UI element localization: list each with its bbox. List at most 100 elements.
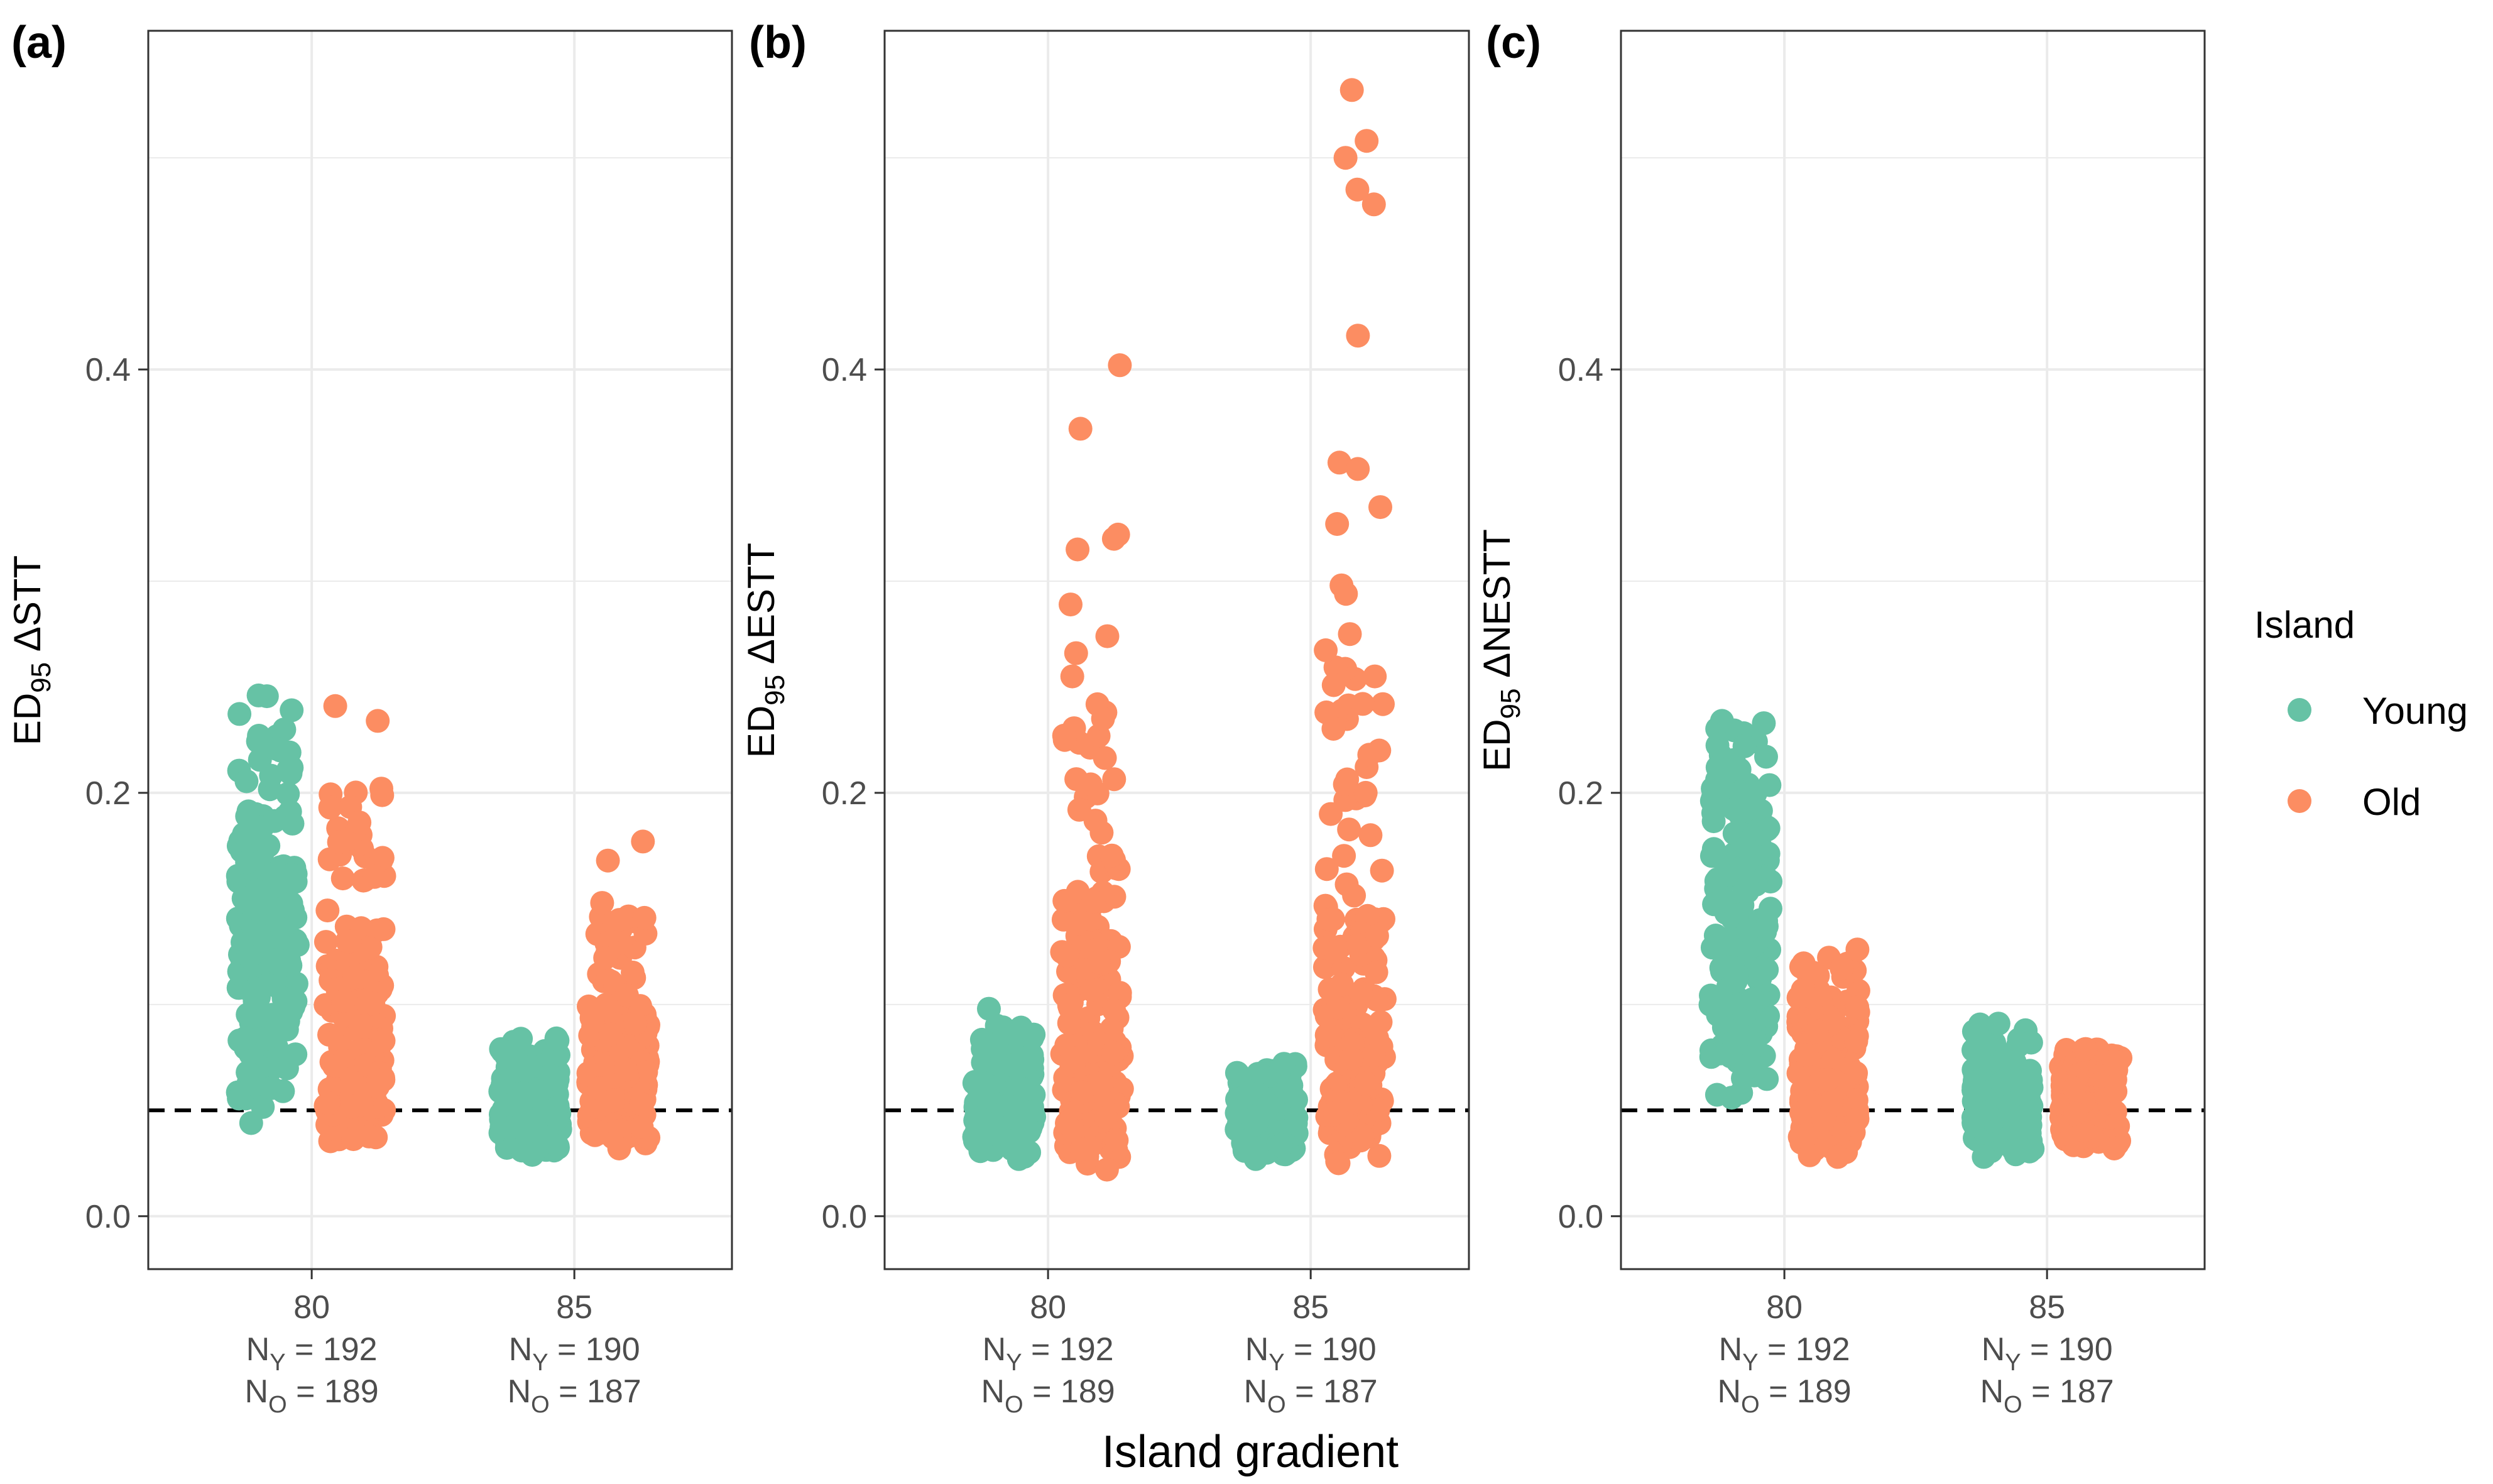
data-point-old bbox=[2103, 1053, 2127, 1077]
data-point-old bbox=[1064, 641, 1088, 665]
data-point-young bbox=[1972, 1145, 1996, 1169]
data-point-young bbox=[1225, 1061, 1249, 1085]
data-point-old bbox=[1333, 146, 1358, 170]
data-point-old bbox=[1094, 1157, 1119, 1182]
data-point-old bbox=[1086, 950, 1111, 974]
y-axis-label-b: ED95 ΔESTT bbox=[740, 543, 790, 758]
data-point-young bbox=[237, 945, 261, 969]
data-point-old bbox=[1332, 844, 1356, 868]
data-point-young bbox=[1705, 733, 1730, 758]
y-tick-label: 0.0 bbox=[822, 1199, 867, 1235]
y-tick-label: 0.2 bbox=[822, 775, 867, 812]
y-tick-label: 0.2 bbox=[85, 775, 131, 812]
data-point-young bbox=[1257, 1093, 1281, 1117]
data-point-young bbox=[1717, 1041, 1742, 1066]
data-point-old bbox=[1367, 1143, 1392, 1168]
data-point-young bbox=[1000, 1053, 1025, 1078]
data-point-young bbox=[244, 878, 269, 903]
data-point-old bbox=[1101, 1040, 1125, 1065]
data-point-old bbox=[1351, 692, 1375, 716]
data-point-old bbox=[1314, 700, 1339, 724]
data-point-young bbox=[991, 1016, 1015, 1040]
data-point-old bbox=[1845, 1107, 1870, 1132]
data-point-young bbox=[974, 1123, 998, 1148]
data-point-young bbox=[509, 1027, 533, 1051]
data-point-young bbox=[1967, 1103, 1992, 1128]
data-point-old bbox=[1090, 1071, 1115, 1095]
data-point-old bbox=[330, 866, 355, 891]
data-point-old bbox=[318, 795, 342, 820]
data-point-old bbox=[357, 936, 381, 960]
data-point-old bbox=[1786, 1061, 1811, 1086]
data-point-young bbox=[236, 799, 261, 824]
data-point-old bbox=[1370, 858, 1394, 883]
data-point-old bbox=[593, 946, 618, 970]
data-point-old bbox=[1365, 924, 1389, 948]
data-point-old bbox=[1361, 192, 1386, 217]
data-point-young bbox=[541, 1044, 565, 1068]
y-axis-label-a: ED95 ΔSTT bbox=[6, 555, 57, 745]
x-tick-label: 85 bbox=[1292, 1289, 1329, 1326]
data-point-old bbox=[1787, 1125, 1812, 1149]
data-point-young bbox=[244, 897, 269, 921]
data-point-young bbox=[246, 683, 271, 707]
data-point-young bbox=[977, 996, 1001, 1021]
data-point-young bbox=[1732, 853, 1757, 877]
data-point-old bbox=[1337, 817, 1361, 842]
legend-swatch-old bbox=[2288, 789, 2311, 813]
data-point-young bbox=[1284, 1111, 1308, 1135]
data-point-old bbox=[1339, 78, 1364, 102]
sample-size-label-ny: NY = 190 bbox=[1982, 1331, 2113, 1376]
data-point-young bbox=[261, 1056, 285, 1080]
y-tick-label: 0.4 bbox=[822, 352, 867, 388]
data-point-young bbox=[1969, 1024, 1994, 1049]
data-point-old bbox=[1353, 1071, 1378, 1096]
data-point-young bbox=[259, 763, 283, 788]
data-point-young bbox=[1997, 1103, 2021, 1127]
data-point-old bbox=[1786, 986, 1811, 1010]
data-point-old bbox=[332, 989, 356, 1013]
data-point-old bbox=[601, 1088, 625, 1113]
data-point-old bbox=[370, 846, 395, 870]
data-point-old bbox=[1794, 1043, 1819, 1067]
data-point-old bbox=[1054, 944, 1079, 968]
data-point-old bbox=[1318, 907, 1343, 932]
data-point-old bbox=[1069, 1137, 1094, 1162]
sample-size-label-no: NO = 187 bbox=[1980, 1373, 2114, 1418]
data-point-young bbox=[500, 1092, 525, 1116]
data-point-old bbox=[1844, 1029, 1868, 1054]
data-point-young bbox=[279, 892, 303, 915]
data-point-young bbox=[1272, 1052, 1296, 1076]
data-point-young bbox=[1732, 734, 1757, 758]
data-point-young bbox=[1986, 1012, 2010, 1036]
data-point-old bbox=[1324, 939, 1348, 964]
data-point-old bbox=[371, 1067, 396, 1092]
data-point-young bbox=[1006, 1147, 1031, 1171]
y-tick-label: 0.4 bbox=[1558, 352, 1603, 388]
data-point-old bbox=[1101, 526, 1126, 551]
data-point-young bbox=[1735, 919, 1760, 943]
sample-size-label-no: NO = 189 bbox=[981, 1373, 1115, 1418]
data-point-old bbox=[1349, 981, 1373, 1005]
data-point-old bbox=[1811, 1108, 1836, 1132]
data-point-old bbox=[1052, 728, 1077, 752]
sample-size-label-ny: NY = 190 bbox=[509, 1331, 640, 1376]
data-point-old bbox=[2102, 1137, 2127, 1160]
sample-size-label-ny: NY = 190 bbox=[1245, 1331, 1377, 1376]
data-point-old bbox=[1105, 1128, 1129, 1152]
data-point-old bbox=[1095, 624, 1120, 648]
data-point-young bbox=[1712, 863, 1737, 887]
data-point-young bbox=[280, 698, 304, 723]
data-point-young bbox=[247, 724, 271, 748]
data-point-old bbox=[1346, 457, 1370, 481]
y-tick-label: 0.0 bbox=[85, 1199, 131, 1235]
data-point-old bbox=[621, 960, 645, 985]
data-point-young bbox=[521, 1118, 546, 1143]
data-point-young bbox=[1699, 1045, 1723, 1069]
data-point-old bbox=[348, 1014, 373, 1039]
data-point-young bbox=[969, 1070, 994, 1094]
x-tick-label: 80 bbox=[293, 1289, 330, 1326]
data-point-old bbox=[1361, 1043, 1386, 1067]
